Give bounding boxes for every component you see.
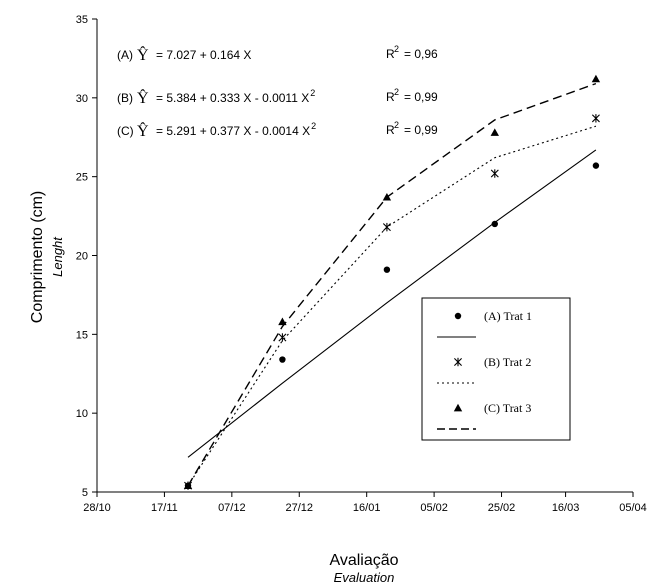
equation-yhat: Ŷ (137, 88, 149, 107)
r2-label: R (386, 90, 395, 104)
equation-yhat: Ŷ (137, 45, 149, 64)
equation-annotations: (A) Ŷ = 7.027 + 0.164 X R 2 = 0,96(B) Ŷ = 5.384… (117, 44, 438, 140)
equation-body: = 5.291 + 0.377 X - 0.0014 X (156, 124, 310, 138)
equation-C: (C) Ŷ = 5.291 + 0.377 X - 0.0014 X 2 R 2 = 0,9… (117, 120, 438, 140)
data-point-s2 (490, 169, 499, 178)
data-point-s3 (278, 317, 287, 326)
y-tick-label: 15 (76, 329, 88, 341)
x-ticks: 28/10 17/11 07/12 27/12 16/01 05/02 25/02 16/03… (83, 492, 647, 514)
legend-label: (B) Trat 2 (484, 355, 531, 369)
equation-A: (A) Ŷ = 7.027 + 0.164 X R 2 = 0,96 (117, 44, 438, 64)
data-point-s3 (183, 481, 193, 490)
legend-label: (C) Trat 3 (484, 401, 531, 415)
fit-line-2 (187, 125, 597, 486)
r2-exponent: 2 (394, 120, 399, 130)
legend-label: (A) Trat 1 (484, 309, 532, 323)
y-tick-label: 10 (76, 408, 88, 420)
r2-exponent: 2 (394, 87, 399, 97)
x-tick-label: 16/01 (353, 502, 381, 514)
data-point-s3 (490, 128, 499, 136)
x-axis-title: Avaliação (329, 552, 398, 569)
x-tick-label: 16/03 (552, 502, 580, 514)
r2-exponent: 2 (394, 44, 399, 54)
data-points (183, 74, 601, 490)
legend-marker (453, 403, 463, 412)
legend-entry-1: (A) Trat 1 (437, 309, 532, 338)
legend-box (421, 297, 571, 441)
data-point-s1 (592, 162, 600, 169)
r2-value: = 0,96 (404, 47, 438, 61)
data-point-s2 (382, 222, 391, 232)
legend-entry-2: (B) Trat 2 (437, 355, 531, 384)
x-tick-label: 07/12 (218, 502, 246, 514)
y-tick-label: 20 (76, 251, 88, 263)
x-tick-label: 27/12 (285, 502, 313, 514)
equation-B: (B) Ŷ = 5.384 + 0.333 X - 0.0011 X 2 R 2 = 0,9… (117, 87, 438, 107)
legend: (A) Trat 1 (B) Trat 2 (C) Trat 3 (421, 297, 571, 441)
equation-exponent: 2 (310, 88, 315, 98)
legend-marker (454, 357, 462, 367)
equation-yhat: Ŷ (137, 121, 149, 140)
equation-body: = 5.384 + 0.333 X - 0.0011 X (156, 91, 309, 105)
x-tick-label: 05/02 (420, 502, 448, 514)
equation-prefix: (B) (117, 91, 133, 105)
legend-marker (454, 312, 462, 320)
r2-value: = 0,99 (404, 90, 438, 104)
x-axis-subtitle: Evaluation (334, 570, 395, 585)
y-axis-title: Comprimento (cm) (29, 191, 46, 323)
y-tick-label: 30 (76, 93, 88, 105)
y-tick-label: 5 (82, 487, 88, 499)
fit-line-1 (187, 149, 597, 458)
x-tick-label: 17/11 (151, 502, 178, 514)
x-tick-label: 25/02 (488, 502, 516, 514)
y-axis-subtitle: Lenght (50, 236, 65, 277)
equation-prefix: (C) (117, 124, 134, 138)
equation-body: = 7.027 + 0.164 X (156, 48, 251, 62)
axis-titles: Comprimento (cm) Lenght Avaliação Evalua… (29, 191, 399, 585)
legend-entry-3: (C) Trat 3 (437, 401, 531, 430)
x-tick-label: 05/04 (619, 502, 647, 514)
x-tick-label: 28/10 (83, 502, 111, 514)
r2-value: = 0,99 (404, 123, 438, 137)
y-tick-label: 25 (76, 172, 88, 184)
data-point-s3 (591, 74, 601, 83)
data-point-s2 (278, 333, 287, 342)
data-point-s1 (491, 220, 498, 228)
r2-label: R (386, 47, 395, 61)
data-point-s3 (382, 192, 392, 201)
data-point-s1 (383, 266, 391, 273)
equation-exponent: 2 (311, 121, 316, 131)
equation-prefix: (A) (117, 48, 133, 62)
y-tick-label: 35 (76, 14, 88, 26)
y-ticks: 5 10 15 20 25 30 35 (76, 14, 97, 499)
data-point-s1 (279, 356, 286, 363)
data-point-s2 (591, 114, 600, 123)
r2-label: R (386, 123, 395, 137)
